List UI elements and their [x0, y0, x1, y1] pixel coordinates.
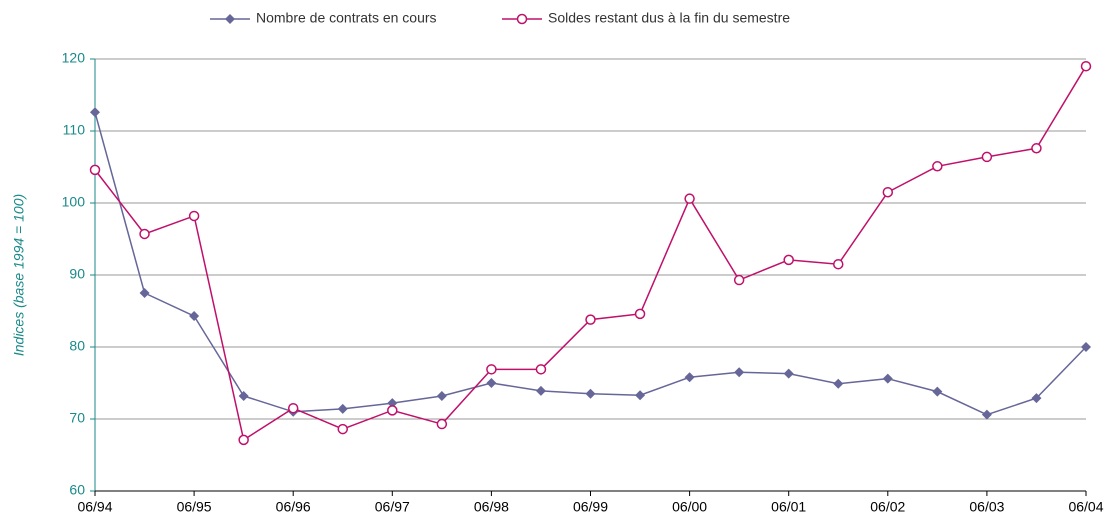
point — [932, 161, 943, 172]
point — [387, 398, 398, 409]
point — [833, 378, 844, 389]
point — [981, 409, 992, 420]
point — [585, 314, 596, 325]
series-line — [94, 65, 1087, 442]
point — [1081, 342, 1091, 352]
y-tick-label: 90 — [69, 266, 85, 282]
legend-marker — [516, 13, 528, 25]
legend-label: Nombre de contrats en cours — [256, 10, 437, 26]
point — [932, 386, 943, 397]
point — [238, 434, 249, 446]
point — [684, 372, 695, 383]
point — [287, 402, 299, 414]
point — [635, 390, 646, 401]
y-axis-label: Indices (base 1994 = 100) — [11, 194, 27, 356]
point — [387, 405, 398, 416]
series-line — [94, 112, 1087, 416]
point — [585, 388, 596, 399]
legend-marker — [225, 14, 235, 24]
x-tick-label: 06/01 — [771, 499, 806, 515]
y-tick-label: 120 — [62, 50, 86, 66]
x-tick-label: 06/96 — [276, 499, 311, 515]
point — [535, 364, 547, 375]
x-tick-label: 06/97 — [375, 499, 410, 515]
point — [139, 228, 150, 240]
point — [436, 418, 448, 430]
point — [1031, 393, 1042, 404]
y-tick-label: 60 — [69, 482, 85, 498]
point — [1080, 60, 1092, 72]
point — [188, 210, 200, 222]
point — [486, 378, 497, 388]
x-tick-label: 06/02 — [870, 499, 905, 515]
point — [486, 364, 497, 375]
point — [981, 151, 993, 163]
x-tick-label: 06/95 — [177, 499, 212, 515]
y-tick-label: 70 — [69, 410, 85, 426]
point — [833, 258, 844, 270]
point — [337, 423, 348, 435]
point — [634, 308, 646, 320]
x-tick-label: 06/94 — [77, 499, 112, 515]
point — [139, 288, 150, 298]
point — [90, 107, 100, 118]
y-tick-label: 110 — [63, 122, 86, 138]
point — [734, 367, 745, 378]
point — [189, 311, 200, 322]
y-tick-label: 80 — [69, 338, 85, 354]
y-tick-label: 100 — [62, 194, 86, 210]
x-tick-label: 06/99 — [573, 499, 608, 515]
point — [783, 254, 794, 266]
point — [238, 390, 249, 401]
point — [535, 385, 546, 396]
x-tick-label: 06/00 — [672, 499, 707, 515]
point — [684, 193, 695, 204]
legend-label: Soldes restant dus à la fin du semestre — [548, 10, 790, 26]
point — [783, 368, 794, 379]
x-tick-label: 06/04 — [1068, 499, 1103, 515]
point — [436, 390, 447, 401]
point — [337, 403, 348, 414]
point — [1031, 143, 1042, 154]
point — [882, 186, 894, 198]
point — [882, 373, 893, 384]
x-tick-label: 06/98 — [474, 499, 509, 515]
point — [733, 274, 745, 286]
x-tick-label: 06/03 — [969, 499, 1004, 515]
point — [89, 164, 101, 176]
